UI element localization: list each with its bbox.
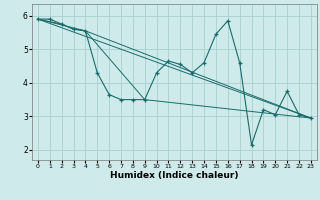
X-axis label: Humidex (Indice chaleur): Humidex (Indice chaleur)	[110, 171, 239, 180]
